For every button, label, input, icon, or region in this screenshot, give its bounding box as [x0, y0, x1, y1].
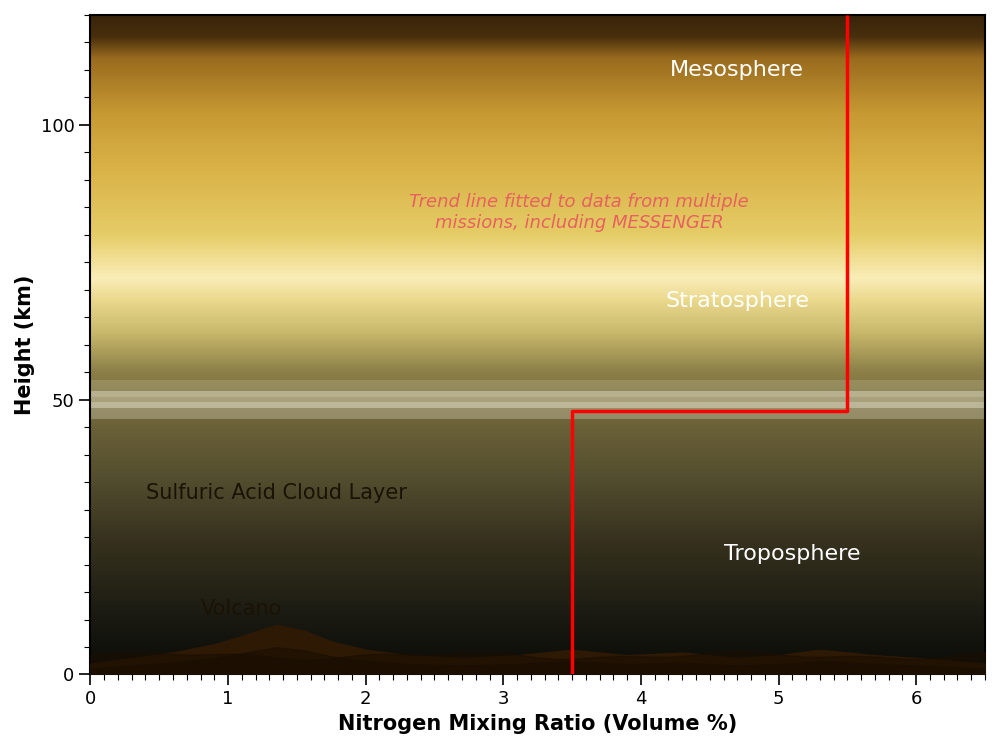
X-axis label: Nitrogen Mixing Ratio (Volume %): Nitrogen Mixing Ratio (Volume %)	[338, 714, 737, 734]
Text: Stratosphere: Stratosphere	[665, 291, 809, 311]
Text: Volcano: Volcano	[201, 598, 282, 619]
Text: Mesosphere: Mesosphere	[670, 60, 804, 80]
Text: Trend line fitted to data from multiple
missions, including MESSENGER: Trend line fitted to data from multiple …	[409, 193, 749, 232]
Y-axis label: Height (km): Height (km)	[15, 275, 35, 415]
Text: Troposphere: Troposphere	[724, 544, 861, 563]
Text: Sulfuric Acid Cloud Layer: Sulfuric Acid Cloud Layer	[146, 483, 407, 503]
